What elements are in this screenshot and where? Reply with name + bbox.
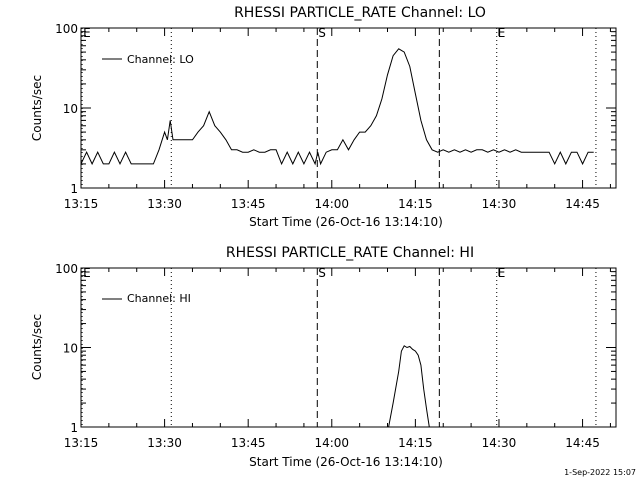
chart-title-lo: RHESSI PARTICLE_RATE Channel: LO — [234, 5, 486, 21]
chart-title-hi: RHESSI PARTICLE_RATE Channel: HI — [226, 245, 474, 261]
series-line-lo — [80, 48, 594, 166]
series-line-hi — [388, 345, 430, 428]
x-tick-label: 13:45 — [231, 197, 266, 211]
x-tick-label: 14:15 — [398, 436, 433, 450]
event-marker-label: E — [498, 266, 506, 280]
x-tick-label: 14:30 — [482, 197, 517, 211]
x-tick-label: 14:45 — [565, 436, 600, 450]
y-axis-label-hi: Counts/sec — [30, 314, 44, 380]
y-tick-label: 100 — [55, 22, 78, 36]
x-tick-label: 13:30 — [147, 197, 182, 211]
chart-panel-hi: RHESSI PARTICLE_RATE Channel: HI Counts/… — [30, 245, 617, 469]
y-tick-label: 100 — [55, 262, 78, 276]
chart-panel-lo: RHESSI PARTICLE_RATE Channel: LO Counts/… — [30, 5, 617, 229]
event-marker-label: E — [498, 26, 506, 40]
x-axis-label-lo: Start Time (26-Oct-16 13:14:10) — [249, 215, 443, 229]
x-tick-label: 13:15 — [64, 197, 99, 211]
y-tick-label: 10 — [63, 102, 78, 116]
x-tick-label: 14:15 — [398, 197, 433, 211]
event-marker-label: S — [318, 266, 326, 280]
y-tick-label: 1 — [70, 421, 78, 435]
x-tick-label: 14:30 — [482, 436, 517, 450]
legend-label-hi: Channel: HI — [127, 292, 191, 305]
legend-label-lo: Channel: LO — [127, 53, 194, 66]
y-axis-label-lo: Counts/sec — [30, 75, 44, 141]
x-tick-label: 13:45 — [231, 436, 266, 450]
event-marker-label: E — [83, 26, 91, 40]
x-tick-label: 14:00 — [314, 436, 349, 450]
x-tick-label: 13:15 — [64, 436, 99, 450]
event-marker-label: S — [318, 26, 326, 40]
x-tick-label: 14:00 — [314, 197, 349, 211]
y-tick-label: 10 — [63, 342, 78, 356]
x-tick-label: 13:30 — [147, 436, 182, 450]
y-tick-label: 1 — [70, 182, 78, 196]
event-marker-label: E — [83, 266, 91, 280]
plot-frame-lo — [80, 27, 617, 189]
x-axis-label-hi: Start Time (26-Oct-16 13:14:10) — [249, 455, 443, 469]
footer-date: 1-Sep-2022 15:07 — [564, 468, 636, 477]
x-tick-label: 14:45 — [565, 197, 600, 211]
